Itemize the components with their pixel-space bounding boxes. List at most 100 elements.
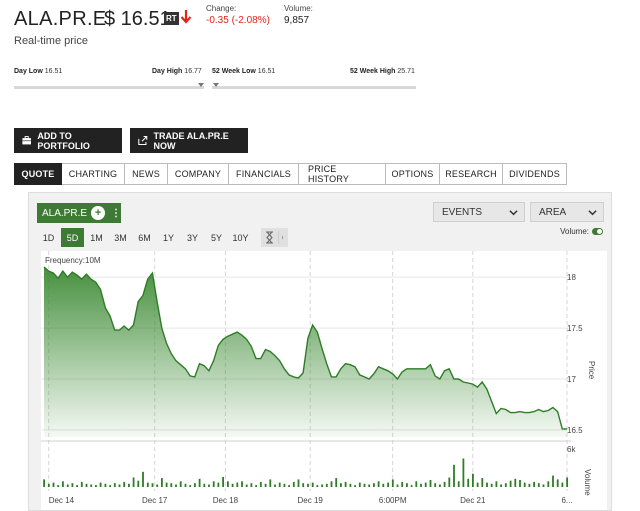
period-6m[interactable]: 6M [138,232,151,243]
change-value: -0.35 (-2.08%) [206,15,270,26]
volume-tick-label: 6k [567,445,576,454]
tab-dividends[interactable]: DIVIDENDS [503,163,567,185]
chart-type-label: AREA [539,206,567,218]
volume-bar [264,483,267,487]
volume-bar [391,479,394,487]
tab-quote[interactable]: QUOTE [14,163,62,185]
volume-bar [335,478,338,487]
volume-bar [561,482,564,487]
trade-now-label: TRADE ALA.PR.E NOW [153,130,229,151]
volume-bar [476,482,479,487]
week52-high: 52 Week High 25.71 [350,68,415,75]
volume-toggle[interactable]: Volume: [560,227,603,236]
volume-bar [208,484,210,487]
volume-bar [448,477,451,487]
chart-symbol-button[interactable]: ALA.PR.E + ⋮ [37,203,121,223]
x-tick-label: Dec 19 [298,496,324,505]
tab-charting[interactable]: CHARTING [62,163,125,185]
volume-bar [453,464,455,487]
period-1y[interactable]: 1Y [162,232,174,243]
volume-bar [175,484,177,487]
volume-bar [212,481,215,487]
volume-bar [47,483,50,487]
volume-bar [222,476,224,487]
more-options-icon[interactable]: ⋮ [111,207,121,219]
x-tick-label: 6:00PM [379,496,407,505]
volume-bar [198,478,201,487]
volume-bar [146,482,149,487]
period-1m[interactable]: 1M [90,232,103,243]
period-5y[interactable]: 5Y [210,232,222,243]
week52-range-marker [213,83,219,87]
volume-bar [401,481,404,487]
period-5d[interactable]: 5D [61,228,84,247]
quote-header: ALA.PR.E $ 16.51 RT Change: -0.35 (-2.08… [14,4,634,56]
volume-bar [184,483,187,487]
volume-bar [255,485,257,487]
volume-bar [396,484,399,487]
volume-bar [95,485,97,487]
add-comparison-icon[interactable]: + [91,206,105,220]
y-tick-label: 17.5 [567,324,583,333]
volume-bar [217,482,220,487]
day-high: Day High 16.77 [152,68,202,75]
change-label: Change: [206,4,237,13]
period-10y[interactable]: 10Y [232,232,249,243]
tab-options[interactable]: OPTIONS [386,163,440,185]
toggle-switch-icon[interactable] [592,228,603,235]
chart-type-dropdown[interactable]: AREA [530,202,604,222]
chevron-down-icon [509,210,518,216]
frequency-label: Frequency:10M [45,256,101,265]
x-tick-label: 6... [561,496,572,505]
volume-bar [556,479,559,487]
volume-bar [259,481,262,487]
volume-bar [523,482,526,487]
volume-bar [236,482,239,487]
period-1d[interactable]: 1D [42,232,55,243]
volume-toggle-label: Volume: [560,227,589,236]
volume-value: 9,857 [284,15,310,26]
volume-bar [156,484,159,487]
volume-bar [434,483,437,487]
volume-bar [514,478,517,487]
x-tick-label: Dec 18 [213,496,239,505]
events-dropdown[interactable]: EVENTS [433,202,525,222]
add-to-portfolio-button[interactable]: ADD TO PORTFOLIO [14,128,122,153]
day-low: Day Low 16.51 [14,68,63,75]
down-arrow-icon [180,10,192,24]
volume-bar [203,483,206,487]
trade-now-button[interactable]: TRADE ALA.PR.E NOW [130,128,248,153]
week52-low: 52 Week Low 16.51 [212,68,276,75]
volume-bar [457,481,460,487]
tab-news[interactable]: NEWS [125,163,168,185]
tab-financials[interactable]: FINANCIALS [229,163,299,185]
volume-bar [43,479,45,487]
volume-bar [368,484,371,487]
volume-bar [420,483,422,487]
day-range-bar [14,86,204,89]
volume-bar [113,483,116,487]
price-axis-label: Price [587,361,596,380]
volume-bar [241,481,243,487]
volume-bar [161,478,163,487]
briefcase-icon [22,136,32,145]
volume-bar [415,481,418,487]
volume-bar [373,483,375,487]
price-ranges: Day Low 16.51 Day High 16.77 52 Week Low… [14,68,416,94]
tab-company[interactable]: COMPANY [168,163,229,185]
custom-range-button[interactable] [261,228,288,247]
volume-bar [307,483,309,487]
tab-research[interactable]: RESEARCH [440,163,503,185]
tab-price-history[interactable]: PRICE HISTORY [299,163,386,185]
period-3m[interactable]: 3M [114,232,127,243]
volume-bar [137,480,140,487]
period-3y[interactable]: 3Y [186,232,198,243]
volume-bar [500,484,502,487]
volume-bar [363,483,366,487]
volume-axis-label: Volume [583,469,592,496]
volume-bar [128,483,130,487]
volume-bar [344,481,347,487]
volume-bar [481,478,484,487]
price-chart[interactable]: Frequency:10M 18 17.5 17 16.5 6k Price Volum… [41,251,607,510]
volume-bar [179,481,182,487]
